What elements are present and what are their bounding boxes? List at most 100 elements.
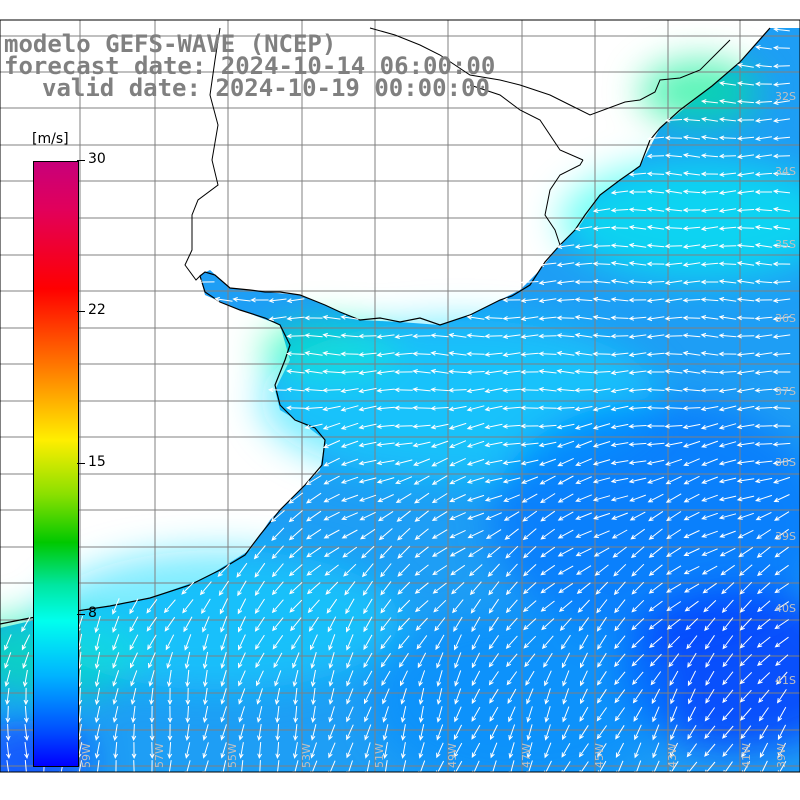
wind-arrow — [754, 154, 773, 159]
wind-arrow — [557, 493, 574, 503]
wind-arrow — [718, 388, 737, 394]
wind-arrow — [685, 618, 699, 631]
wind-arrow — [737, 63, 754, 68]
wind-arrow — [466, 477, 485, 484]
wind-arrow — [467, 512, 485, 520]
wind-arrow — [664, 387, 683, 392]
wind-arrow — [526, 706, 533, 723]
wind-arrow — [325, 581, 339, 595]
wind-arrow — [665, 493, 682, 503]
wind-arrow — [683, 493, 700, 503]
wind-arrow — [722, 635, 734, 650]
wind-arrow — [340, 314, 359, 320]
wind-arrow — [668, 653, 680, 668]
wind-arrow — [754, 118, 772, 123]
wind-arrow — [739, 599, 752, 613]
wind-arrow — [147, 634, 157, 651]
wind-arrow — [364, 724, 372, 741]
wind-arrow — [736, 370, 755, 376]
wind-arrow — [628, 477, 647, 484]
wind-arrow — [94, 724, 101, 741]
wind-arrow — [610, 225, 629, 231]
wind-arrow — [167, 723, 173, 742]
wind-arrow — [328, 670, 335, 687]
wind-arrow — [202, 669, 208, 688]
wind-arrow — [652, 760, 660, 772]
wind-arrow — [310, 669, 316, 688]
wind-arrow — [23, 687, 29, 706]
wind-arrow — [741, 743, 751, 758]
wind-arrow — [772, 189, 791, 194]
wind-arrow — [580, 688, 588, 705]
wind-arrow — [273, 652, 283, 669]
wind-arrow — [148, 652, 156, 669]
wind-arrow — [341, 529, 358, 539]
wind-arrow — [756, 529, 772, 540]
wind-arrow — [306, 546, 322, 558]
wind-arrow — [646, 298, 665, 303]
wind-arrow — [610, 477, 629, 484]
wind-arrow — [453, 742, 463, 758]
wind-arrow — [616, 760, 624, 772]
wind-arrow — [774, 619, 789, 630]
wind-arrow — [664, 298, 683, 303]
wind-arrow — [471, 634, 481, 651]
wind-arrow — [610, 243, 629, 249]
wind-arrow — [755, 511, 772, 521]
wind-arrow — [666, 601, 682, 612]
wind-arrow — [466, 458, 485, 466]
wind-arrow — [310, 760, 318, 772]
wind-arrow — [202, 651, 209, 670]
wind-arrow — [759, 724, 769, 740]
wind-arrow — [540, 582, 555, 594]
wind-arrow — [648, 618, 663, 630]
wind-arrow — [257, 760, 262, 772]
wind-arrow — [538, 405, 557, 411]
wind-arrow — [723, 761, 733, 772]
wind-arrow — [288, 528, 303, 541]
wind-arrow — [305, 492, 322, 504]
wind-arrow — [394, 442, 413, 447]
wind-arrow — [700, 226, 719, 232]
wind-arrow — [523, 582, 537, 595]
wind-arrow — [358, 333, 377, 339]
wind-arrow — [561, 652, 571, 669]
wind-arrow — [257, 724, 262, 742]
wind-arrow — [718, 405, 737, 412]
wind-arrow — [5, 687, 10, 706]
wind-arrow — [718, 495, 737, 502]
wind-arrow — [185, 687, 191, 706]
wind-arrow — [323, 440, 341, 449]
wind-arrow — [754, 315, 773, 321]
wind-arrow — [646, 225, 665, 230]
wind-arrow — [431, 511, 448, 521]
wind-arrow — [451, 582, 465, 595]
wind-arrow — [596, 671, 607, 686]
wind-arrow — [382, 706, 389, 723]
wind-arrow — [580, 652, 588, 669]
wind-arrow — [652, 706, 660, 723]
longitude-label: 49W — [446, 743, 459, 768]
wind-arrow — [454, 706, 462, 723]
wind-arrow — [94, 669, 101, 688]
wind-arrow — [754, 423, 773, 429]
longitude-label: 43W — [666, 743, 679, 768]
wind-arrow — [505, 563, 518, 577]
wind-arrow — [774, 528, 789, 540]
wind-arrow — [718, 351, 737, 357]
wind-arrow — [562, 724, 570, 741]
wind-arrow — [612, 546, 627, 558]
wind-arrow — [736, 405, 755, 412]
wind-arrow — [376, 477, 395, 484]
wind-arrow — [323, 475, 340, 485]
wind-arrow — [628, 352, 647, 358]
wind-arrow — [595, 581, 609, 595]
wind-arrow — [664, 189, 683, 194]
wind-arrow — [4, 634, 12, 651]
wind-arrow — [540, 564, 556, 576]
wind-arrow — [614, 599, 626, 614]
wind-arrow — [490, 760, 497, 772]
wind-arrow — [684, 600, 699, 612]
wind-arrow — [412, 351, 431, 357]
wind-arrow — [486, 546, 501, 559]
